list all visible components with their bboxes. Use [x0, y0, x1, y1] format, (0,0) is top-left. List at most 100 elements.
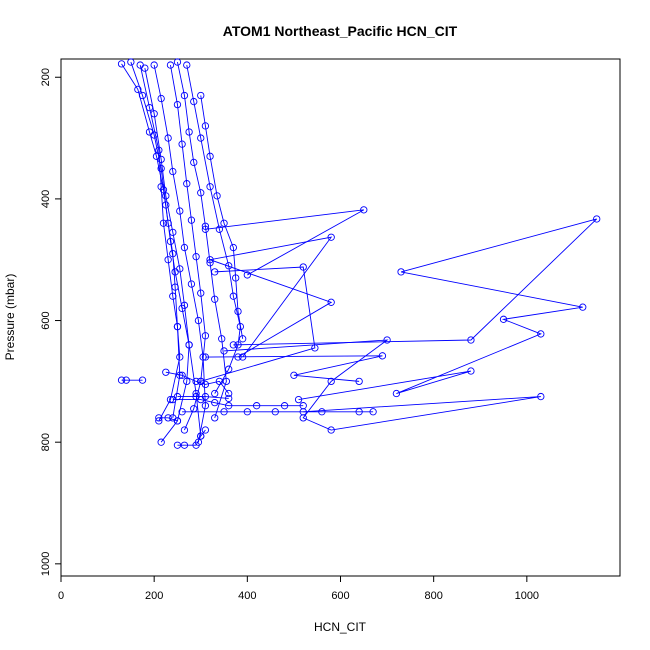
series-line — [170, 65, 206, 431]
data-point — [378, 352, 387, 360]
series-line — [165, 371, 230, 394]
y-tick-label: 600 — [40, 311, 52, 329]
series-line — [121, 63, 181, 418]
data-point — [190, 158, 198, 167]
data-point — [299, 263, 307, 271]
data-point — [187, 280, 196, 288]
x-axis-label: HCN_CIT — [314, 620, 367, 634]
data-point — [176, 265, 184, 273]
data-point — [232, 274, 240, 282]
data-point — [122, 376, 130, 384]
data-point — [215, 377, 224, 386]
data-point — [180, 441, 189, 449]
data-point — [243, 408, 251, 416]
profile-series — [201, 352, 387, 386]
data-point — [327, 377, 335, 386]
data-point — [225, 402, 233, 410]
series-line — [172, 399, 304, 407]
profile-series — [141, 64, 193, 446]
data-point — [178, 408, 186, 416]
x-tick-label: 800 — [424, 590, 442, 602]
data-point — [239, 353, 247, 361]
data-point — [197, 134, 205, 142]
data-point — [183, 61, 191, 69]
data-point — [229, 243, 238, 252]
data-point — [299, 408, 307, 416]
data-point — [155, 414, 163, 422]
data-point — [467, 367, 475, 375]
y-axis-label: Pressure (mbar) — [3, 274, 17, 361]
data-point — [173, 417, 182, 425]
data-point — [239, 335, 247, 343]
y-axis: 200 400 600 800 1000 — [40, 68, 62, 576]
data-point — [579, 303, 587, 311]
data-point — [185, 341, 193, 349]
data-point — [499, 315, 508, 323]
data-point — [190, 97, 198, 106]
data-point — [392, 389, 401, 398]
data-point — [176, 353, 184, 361]
x-tick-label: 200 — [145, 590, 163, 602]
data-point — [252, 402, 261, 410]
data-point — [220, 219, 228, 227]
series-line — [130, 61, 202, 437]
data-point — [537, 330, 545, 338]
data-point — [234, 307, 242, 316]
data-point — [225, 365, 233, 373]
x-tick-label: 1000 — [515, 590, 539, 602]
profile-series — [117, 376, 147, 384]
data-point — [360, 206, 368, 214]
series-line — [153, 64, 206, 443]
data-point — [197, 189, 205, 197]
data-point — [134, 85, 142, 94]
data-point — [222, 377, 231, 386]
data-point — [173, 441, 182, 449]
profile-series — [201, 206, 368, 279]
data-point — [169, 292, 177, 300]
data-point — [185, 128, 193, 136]
series-line — [177, 429, 206, 446]
data-point — [180, 91, 189, 100]
profile-series — [220, 336, 545, 434]
data-point — [197, 432, 205, 440]
data-point — [225, 394, 233, 403]
profile-series — [173, 392, 233, 403]
series-layer — [117, 58, 601, 449]
chart-title: ATOM1 Northeast_Pacific HCN_CIT — [223, 23, 458, 39]
data-point — [201, 225, 210, 233]
data-point — [197, 377, 205, 386]
data-point — [271, 408, 279, 416]
profile-series — [178, 408, 377, 416]
data-point — [211, 414, 219, 422]
series-line — [200, 95, 244, 339]
plot-frame — [60, 58, 621, 577]
series-line — [177, 61, 227, 418]
data-point — [201, 353, 210, 361]
data-point — [157, 155, 165, 164]
data-point — [201, 222, 210, 230]
data-point — [290, 371, 298, 379]
data-point — [173, 322, 182, 331]
series-line — [177, 396, 229, 399]
data-point — [157, 438, 165, 446]
profile-series — [173, 426, 210, 449]
data-point — [150, 61, 158, 69]
data-point — [467, 336, 475, 344]
data-point — [138, 91, 147, 100]
data-point — [201, 122, 210, 130]
profile-series — [136, 61, 184, 425]
data-point — [206, 152, 214, 160]
x-tick-label: 0 — [58, 590, 64, 602]
data-point — [537, 392, 545, 401]
data-point — [192, 392, 200, 401]
profile-series — [150, 61, 210, 446]
series-line — [208, 236, 333, 358]
profile-series — [155, 414, 182, 425]
data-point — [201, 332, 210, 340]
y-tick-label: 400 — [40, 190, 52, 208]
data-point — [220, 408, 228, 416]
series-line — [205, 209, 365, 276]
profile-series — [206, 233, 335, 361]
data-point — [164, 414, 172, 422]
data-point — [141, 64, 149, 72]
